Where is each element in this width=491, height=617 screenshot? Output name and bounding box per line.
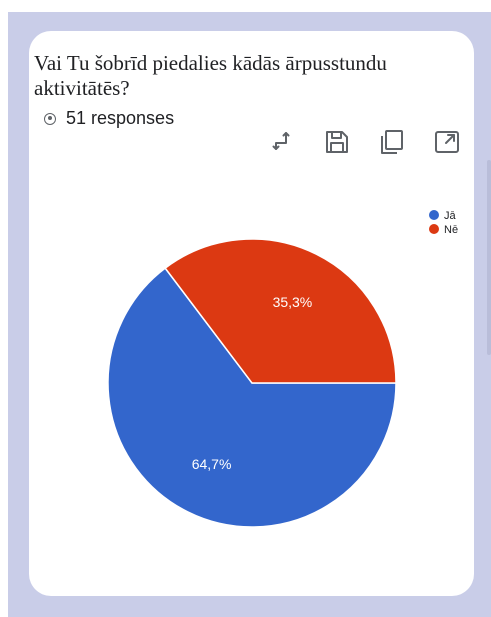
response-count-label: 51 responses [66,108,175,128]
question-title: Vai Tu šobrīd piedalies kādās ārpusstund… [34,51,387,100]
pie-slice-ne[interactable] [164,238,397,384]
copy-icon[interactable] [377,128,405,156]
responses-icon [44,112,56,125]
chart-toolbar [0,128,491,164]
slice-label-ja: 64,7% [192,456,232,472]
legend-label-ne: Nē [444,224,458,236]
pie-slice-ja[interactable] [107,267,397,528]
scrollbar[interactable] [487,160,491,355]
legend-marker-ja [429,210,439,220]
swap-icon[interactable] [270,128,298,156]
response-count: 51 responses [44,108,174,129]
save-icon[interactable] [323,128,351,156]
expand-icon[interactable] [433,128,461,156]
legend-marker-ne [429,224,439,234]
legend-label-ja: Jā [444,210,457,222]
slice-label-ne: 35,3% [273,294,313,310]
